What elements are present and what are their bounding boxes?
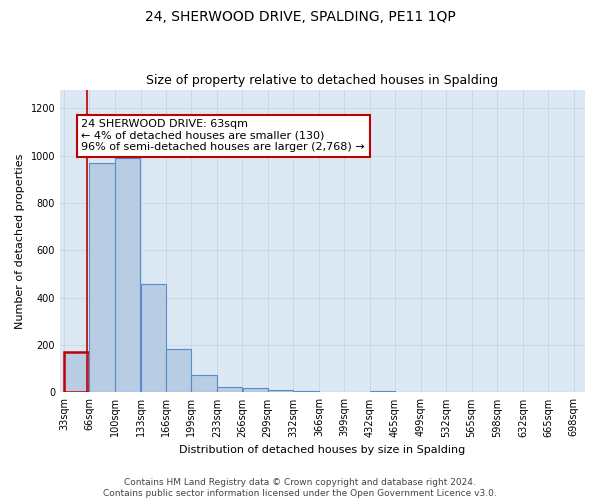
Bar [166, 348, 191, 393]
Bar [370, 390, 395, 392]
Bar [293, 390, 319, 392]
Text: 24, SHERWOOD DRIVE, SPALDING, PE11 1QP: 24, SHERWOOD DRIVE, SPALDING, PE11 1QP [145, 10, 455, 24]
X-axis label: Distribution of detached houses by size in Spalding: Distribution of detached houses by size … [179, 445, 466, 455]
Title: Size of property relative to detached houses in Spalding: Size of property relative to detached ho… [146, 74, 499, 87]
Bar [64, 352, 89, 393]
Bar [89, 163, 115, 392]
Bar [217, 386, 242, 392]
Text: Contains HM Land Registry data © Crown copyright and database right 2024.
Contai: Contains HM Land Registry data © Crown c… [103, 478, 497, 498]
Bar [115, 158, 140, 392]
Bar [242, 388, 268, 392]
Bar [268, 390, 293, 392]
Bar [191, 374, 217, 392]
Bar [141, 284, 166, 393]
Text: 24 SHERWOOD DRIVE: 63sqm
← 4% of detached houses are smaller (130)
96% of semi-d: 24 SHERWOOD DRIVE: 63sqm ← 4% of detache… [82, 119, 365, 152]
Y-axis label: Number of detached properties: Number of detached properties [15, 154, 25, 328]
